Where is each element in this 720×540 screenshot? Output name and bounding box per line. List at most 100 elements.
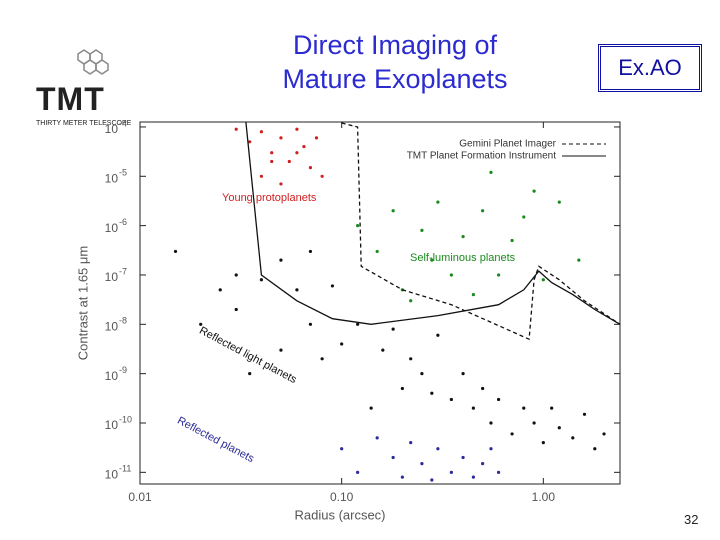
data-point bbox=[593, 447, 597, 451]
data-point bbox=[436, 447, 440, 451]
data-point bbox=[234, 307, 238, 312]
title-line: Mature Exoplanets bbox=[282, 64, 508, 94]
series-label: Reflected planets bbox=[175, 415, 256, 466]
data-point bbox=[481, 209, 485, 213]
data-point bbox=[302, 144, 306, 149]
data-point bbox=[420, 372, 424, 376]
data-point bbox=[496, 397, 501, 402]
data-point bbox=[314, 136, 319, 140]
data-point bbox=[471, 293, 475, 297]
x-tick-label: 0.01 bbox=[128, 490, 152, 504]
logo-name: TMT bbox=[36, 81, 105, 117]
data-point bbox=[471, 406, 475, 410]
data-point bbox=[279, 258, 283, 262]
data-point bbox=[461, 234, 465, 239]
y-tick-exponent: -7 bbox=[119, 266, 127, 276]
data-point bbox=[375, 436, 379, 440]
data-point bbox=[496, 273, 501, 277]
y-tick-label: 10 bbox=[105, 122, 119, 136]
data-point bbox=[248, 140, 252, 144]
data-point bbox=[522, 215, 526, 219]
data-point bbox=[409, 299, 413, 303]
data-point bbox=[602, 432, 606, 436]
data-point bbox=[287, 159, 291, 164]
data-point bbox=[481, 386, 485, 391]
logo-hexes bbox=[77, 49, 109, 75]
y-tick-exponent: -6 bbox=[119, 217, 127, 227]
data-point bbox=[461, 455, 465, 460]
y-tick-label: 10 bbox=[105, 369, 119, 383]
title-line: Direct Imaging of bbox=[292, 30, 498, 60]
data-point bbox=[489, 170, 493, 174]
x-tick-label: 1.00 bbox=[532, 490, 556, 504]
data-point bbox=[430, 258, 434, 262]
data-point bbox=[259, 174, 264, 178]
logo-subtitle: THIRTY METER TELESCOPE bbox=[36, 120, 132, 127]
data-point bbox=[489, 421, 493, 425]
data-point bbox=[449, 397, 453, 402]
data-point bbox=[557, 426, 561, 430]
data-point bbox=[173, 249, 178, 254]
data-point bbox=[557, 200, 561, 204]
data-point bbox=[400, 475, 404, 479]
data-point bbox=[308, 322, 313, 326]
data-point bbox=[295, 288, 299, 292]
data-point bbox=[449, 470, 453, 474]
data-point bbox=[340, 447, 344, 451]
data-point bbox=[496, 470, 501, 474]
data-point bbox=[420, 462, 424, 466]
y-axis-label: Contrast at 1.65 μm bbox=[75, 246, 90, 360]
data-point bbox=[270, 151, 274, 155]
data-point bbox=[356, 224, 360, 228]
data-point bbox=[356, 322, 360, 326]
data-point bbox=[295, 127, 299, 131]
data-point bbox=[391, 327, 395, 331]
data-point bbox=[420, 228, 424, 233]
data-point bbox=[489, 447, 493, 451]
data-point bbox=[369, 406, 373, 410]
data-point bbox=[375, 249, 379, 254]
data-point bbox=[381, 348, 385, 352]
y-tick-exponent: -5 bbox=[119, 168, 127, 178]
data-point bbox=[248, 372, 252, 376]
data-point bbox=[471, 475, 475, 479]
plot-frame bbox=[139, 121, 621, 485]
series-label: Self-luminous planets bbox=[410, 252, 516, 264]
data-point bbox=[481, 462, 485, 466]
badge: Ex.AO bbox=[598, 44, 702, 92]
data-point bbox=[571, 436, 575, 440]
data-point bbox=[279, 136, 283, 140]
data-point bbox=[279, 182, 283, 186]
y-tick-exponent: -9 bbox=[119, 365, 127, 375]
data-point bbox=[199, 322, 203, 326]
data-point bbox=[522, 406, 526, 410]
data-point bbox=[234, 273, 238, 277]
data-point bbox=[541, 441, 545, 445]
data-point bbox=[330, 284, 335, 288]
y-tick-label: 10 bbox=[105, 171, 119, 185]
y-tick-label: 10 bbox=[105, 319, 119, 333]
data-point bbox=[436, 200, 440, 204]
data-point bbox=[436, 333, 440, 337]
legend-label: TMT Planet Formation Instrument bbox=[407, 151, 557, 162]
data-point bbox=[356, 470, 360, 474]
curve bbox=[245, 121, 621, 325]
data-point bbox=[320, 357, 324, 361]
y-tick-label: 10 bbox=[105, 418, 119, 432]
data-point bbox=[279, 348, 283, 352]
data-point bbox=[391, 209, 395, 213]
data-point bbox=[259, 278, 264, 282]
y-tick-label: 10 bbox=[105, 467, 119, 481]
x-tick-label: 0.10 bbox=[330, 490, 354, 504]
page-number: 32 bbox=[684, 512, 699, 527]
data-point bbox=[218, 288, 222, 292]
data-point bbox=[550, 406, 554, 410]
data-point bbox=[577, 258, 581, 262]
series-label: Young protoplanets bbox=[222, 192, 317, 204]
data-point bbox=[259, 130, 264, 134]
data-point bbox=[308, 249, 313, 254]
data-point bbox=[532, 421, 536, 425]
data-point bbox=[430, 391, 434, 395]
